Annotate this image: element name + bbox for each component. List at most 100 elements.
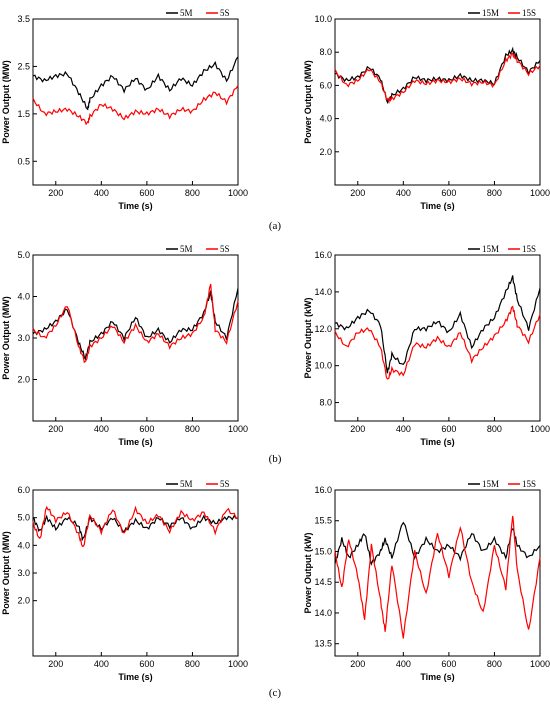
- series-line-5S: [32, 283, 239, 364]
- y-tick-label: 14.0: [314, 287, 332, 297]
- x-tick-label: 200: [48, 424, 63, 434]
- x-tick-label: 400: [396, 424, 411, 434]
- series-line-15S: [334, 52, 541, 103]
- plot-frame: [32, 18, 239, 186]
- x-tick-label: 800: [185, 188, 200, 198]
- plot-frame: [32, 489, 239, 657]
- panel-label-a: (a): [269, 220, 282, 232]
- y-tick-label: 16.0: [314, 250, 332, 260]
- y-tick-label: 16.0: [314, 485, 332, 495]
- y-axis-title: Power Output (kW): [303, 533, 313, 614]
- y-tick-label: 14.0: [314, 608, 332, 618]
- plot-frame: [334, 489, 541, 657]
- chart-b-right: 200 400 600 800 1000 8.0 10.0 12.0 14.0 16.0 Time …: [303, 244, 550, 447]
- y-axis-title: Power Output (MW): [1, 60, 11, 143]
- y-axis-title: Power Output (kW): [303, 298, 313, 379]
- series-line-5M: [32, 56, 239, 111]
- legend-label-5M: 5M: [180, 244, 193, 254]
- x-tick-label: 800: [185, 424, 200, 434]
- plot-frame: [32, 254, 239, 422]
- x-tick-label: 400: [94, 188, 109, 198]
- x-tick-label: 800: [185, 659, 200, 669]
- x-axis-title: Time (s): [420, 201, 454, 211]
- chart-c-left: 200 400 600 800 1000 2.0 3.0 4.0 5.0 6.0 Time (s) P…: [1, 479, 248, 682]
- chart-a-left: 200 400 600 800 1000 0.5 1.5 2.5 3.5 Time (s) Powe…: [1, 8, 248, 211]
- chart-a-right: 200 400 600 800 1000 2.0 4.0 6.0 8.0 10.0 Time (s)…: [303, 8, 550, 211]
- plot-frame: [334, 254, 541, 422]
- y-tick-label: 3.0: [17, 333, 30, 343]
- y-tick-label: 0.5: [17, 156, 30, 166]
- x-tick-label: 600: [139, 424, 154, 434]
- y-tick-label: 6.0: [319, 80, 332, 90]
- y-tick-label: 1.5: [17, 109, 30, 119]
- y-tick-label: 4.0: [17, 540, 30, 550]
- y-tick-label: 15.0: [314, 546, 332, 556]
- y-tick-label: 13.5: [314, 639, 332, 649]
- y-tick-label: 2.0: [17, 596, 30, 606]
- y-tick-label: 10.0: [314, 361, 332, 371]
- y-tick-label: 4.0: [319, 114, 332, 124]
- legend-label-5S: 5S: [220, 244, 230, 254]
- x-tick-label: 600: [441, 659, 456, 669]
- x-tick-label: 600: [139, 659, 154, 669]
- y-tick-label: 5.0: [17, 513, 30, 523]
- y-tick-label: 3.5: [17, 14, 30, 24]
- legend-label-5S: 5S: [220, 8, 230, 18]
- x-tick-label: 1000: [530, 188, 550, 198]
- series-line-15M: [334, 521, 541, 566]
- panel-label-c: (c): [269, 687, 282, 699]
- x-tick-label: 600: [441, 424, 456, 434]
- x-tick-label: 200: [350, 188, 365, 198]
- y-tick-label: 12.0: [314, 324, 332, 334]
- y-tick-label: 4.0: [17, 292, 30, 302]
- x-tick-label: 400: [94, 424, 109, 434]
- chart-b-left: 200 400 600 800 1000 2.0 3.0 4.0 5.0 Time (s) Powe…: [1, 244, 248, 447]
- y-tick-label: 14.5: [314, 577, 332, 587]
- y-tick-label: 2.0: [319, 147, 332, 157]
- legend-label-15S: 15S: [522, 8, 536, 18]
- x-axis-title: Time (s): [118, 201, 152, 211]
- x-axis-title: Time (s): [118, 672, 152, 682]
- y-tick-label: 2.0: [17, 375, 30, 385]
- x-tick-label: 1000: [228, 659, 248, 669]
- legend-label-15M: 15M: [482, 479, 499, 489]
- x-tick-label: 800: [487, 424, 502, 434]
- x-tick-label: 400: [396, 659, 411, 669]
- legend-label-15S: 15S: [522, 479, 536, 489]
- y-tick-label: 10.0: [314, 14, 332, 24]
- y-tick-label: 6.0: [17, 485, 30, 495]
- y-axis-title: Power Output (MW): [303, 60, 313, 143]
- x-tick-label: 1000: [228, 424, 248, 434]
- x-tick-label: 400: [396, 188, 411, 198]
- legend-label-5M: 5M: [180, 8, 193, 18]
- x-tick-label: 800: [487, 188, 502, 198]
- x-tick-label: 200: [350, 424, 365, 434]
- y-tick-label: 3.0: [17, 568, 30, 578]
- y-axis-title: Power Output (MW): [1, 531, 11, 614]
- legend-label-15M: 15M: [482, 244, 499, 254]
- plot-frame: [334, 18, 541, 186]
- panel-label-b: (b): [269, 453, 282, 465]
- series-line-5S: [32, 505, 239, 548]
- series-line-15M: [334, 275, 541, 374]
- series-line-5M: [32, 514, 239, 542]
- x-tick-label: 600: [441, 188, 456, 198]
- chart-c-right: 200 400 600 800 1000 13.5 14.0 14.5 15.0 15.5 16.0…: [303, 479, 550, 682]
- x-tick-label: 200: [350, 659, 365, 669]
- x-tick-label: 200: [48, 188, 63, 198]
- x-tick-label: 600: [139, 188, 154, 198]
- x-tick-label: 1000: [530, 659, 550, 669]
- series-line-15S: [334, 305, 541, 380]
- x-axis-title: Time (s): [118, 437, 152, 447]
- y-tick-label: 2.5: [17, 61, 30, 71]
- x-tick-label: 200: [48, 659, 63, 669]
- y-tick-label: 5.0: [17, 250, 30, 260]
- y-axis-title: Power Output (MW): [1, 296, 11, 379]
- x-tick-label: 400: [94, 659, 109, 669]
- y-tick-label: 15.5: [314, 516, 332, 526]
- series-line-15S: [334, 515, 541, 639]
- x-tick-label: 800: [487, 659, 502, 669]
- x-tick-label: 1000: [530, 424, 550, 434]
- legend-label-15M: 15M: [482, 8, 499, 18]
- series-line-5S: [32, 85, 239, 126]
